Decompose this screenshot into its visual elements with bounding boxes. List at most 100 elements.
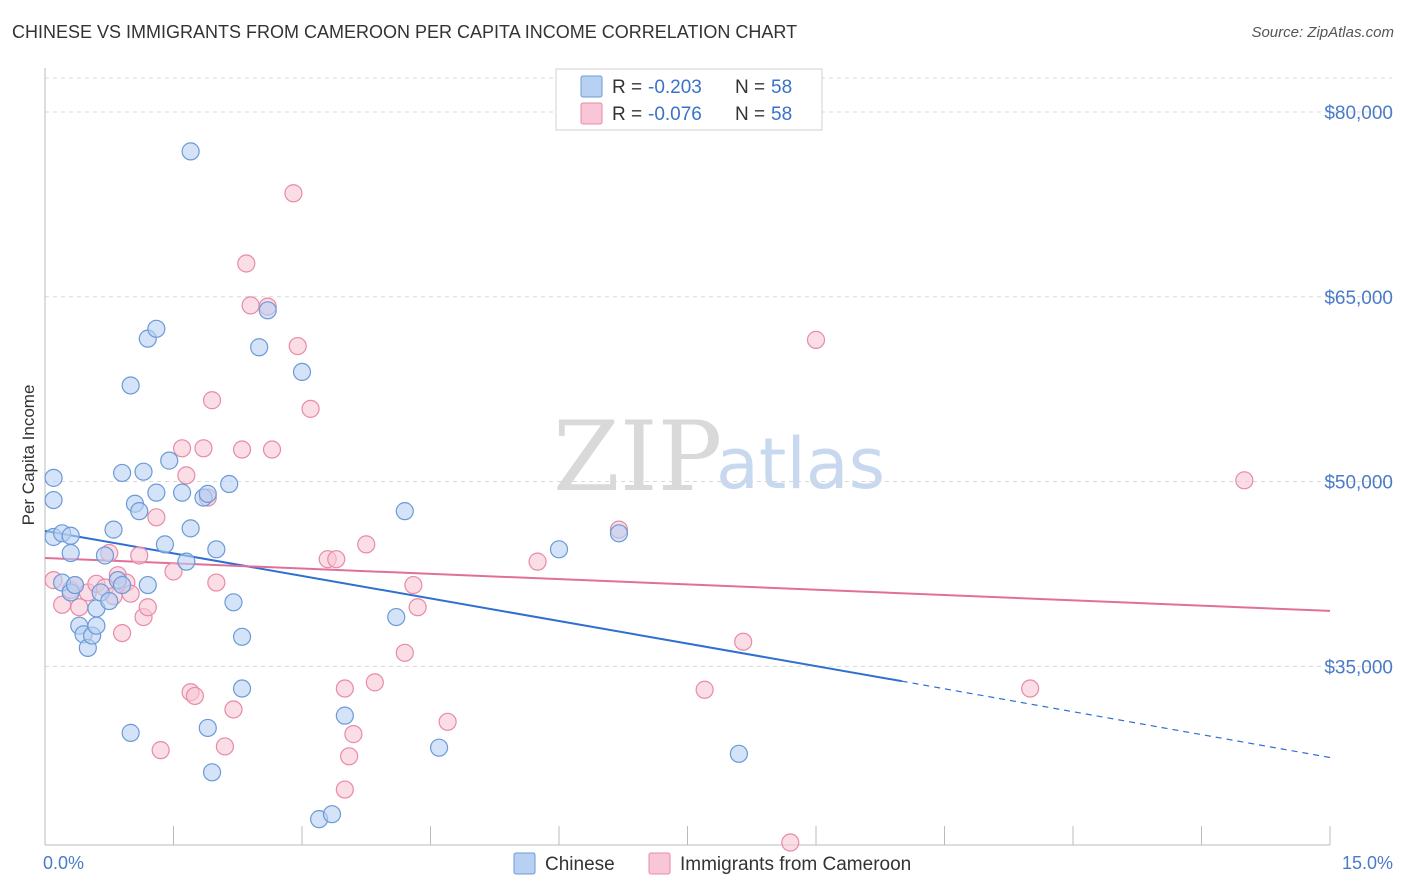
point-cameroon xyxy=(241,296,260,315)
point-chinese xyxy=(220,474,239,494)
point-cameroon xyxy=(438,712,457,731)
y-tick-label: $50,000 xyxy=(1324,473,1393,494)
point-cameroon xyxy=(806,330,826,349)
point-chinese xyxy=(44,490,63,510)
trend-line-chinese-extrapolated xyxy=(901,680,1331,759)
legend-r-label-cameroon: R = xyxy=(612,104,642,125)
point-cameroon xyxy=(207,573,226,592)
point-chinese xyxy=(232,627,252,646)
point-chinese xyxy=(395,502,414,521)
point-chinese xyxy=(198,484,217,503)
axes: $35,000 $50,000 $65,000 $80,000 0.0% 15.0% xyxy=(43,68,1393,873)
grid xyxy=(45,77,1392,667)
bottom-legend-label-cameroon: Immigrants from Cameroon xyxy=(680,854,911,875)
legend-n-label-chinese: N = xyxy=(735,77,765,98)
point-chinese xyxy=(112,463,132,483)
legend-swatch-chinese xyxy=(580,75,603,98)
point-cameroon xyxy=(340,747,359,766)
point-chinese xyxy=(258,301,277,320)
point-chinese xyxy=(44,468,63,487)
point-cameroon xyxy=(284,184,303,203)
point-chinese xyxy=(335,706,354,725)
point-chinese xyxy=(729,744,749,763)
point-cameroon xyxy=(202,391,222,410)
point-chinese xyxy=(160,451,179,470)
legend-n-label-cameroon: N = xyxy=(735,104,765,125)
point-chinese xyxy=(87,616,106,635)
point-chinese xyxy=(104,520,123,539)
point-chinese xyxy=(172,483,192,502)
point-chinese xyxy=(155,535,175,554)
point-chinese xyxy=(202,763,222,782)
point-cameroon xyxy=(335,780,354,799)
watermark-zip: ZIP xyxy=(553,401,722,513)
bottom-legend: Chinese Immigrants from Cameroon xyxy=(513,852,911,875)
bottom-legend-swatch-cameroon xyxy=(648,852,671,875)
point-chinese xyxy=(138,575,157,595)
legend-r-value-cameroon: -0.076 xyxy=(648,104,702,125)
point-chinese xyxy=(61,526,80,545)
legend: R = -0.203 N = 58 R = -0.076 N = 58 xyxy=(555,68,823,131)
point-chinese xyxy=(121,376,140,395)
point-chinese xyxy=(121,723,140,742)
point-chinese xyxy=(134,462,153,481)
point-chinese xyxy=(65,575,85,595)
point-chinese xyxy=(100,591,119,611)
bottom-legend-swatch-chinese xyxy=(513,852,536,875)
point-chinese xyxy=(250,338,269,357)
point-chinese xyxy=(232,679,252,698)
point-chinese xyxy=(198,718,217,738)
point-cameroon xyxy=(224,700,243,719)
point-cameroon xyxy=(147,508,166,527)
point-chinese xyxy=(130,502,149,521)
point-cameroon xyxy=(335,679,354,698)
point-cameroon xyxy=(404,575,423,595)
y-tick-label: $65,000 xyxy=(1324,288,1393,309)
legend-swatch-cameroon xyxy=(580,102,603,125)
point-chinese xyxy=(95,546,115,565)
point-cameroon xyxy=(177,466,196,485)
chart-source: Source: ZipAtlas.com xyxy=(1251,24,1394,41)
point-chinese xyxy=(322,805,342,824)
chart-title: CHINESE VS IMMIGRANTS FROM CAMEROON PER … xyxy=(12,22,798,42)
legend-r-value-chinese: -0.203 xyxy=(648,77,702,98)
watermark-atlas: atlas xyxy=(716,423,885,505)
point-chinese xyxy=(177,552,196,571)
legend-r-label-chinese: R = xyxy=(612,77,642,98)
point-cameroon xyxy=(781,833,800,852)
watermark: ZIP atlas xyxy=(553,401,885,513)
point-chinese xyxy=(181,519,200,538)
point-cameroon xyxy=(185,686,205,706)
point-cameroon xyxy=(194,439,213,458)
y-axis-label: Per Capita Income xyxy=(19,385,38,526)
point-cameroon xyxy=(734,632,753,651)
point-chinese xyxy=(61,543,80,563)
y-tick-label: $35,000 xyxy=(1324,657,1393,678)
point-cameroon xyxy=(112,623,132,643)
point-cameroon xyxy=(395,643,414,662)
point-chinese xyxy=(429,738,449,757)
point-cameroon xyxy=(365,673,384,692)
y-tick-label: $80,000 xyxy=(1324,103,1393,124)
point-cameroon xyxy=(327,550,346,569)
point-chinese xyxy=(292,362,312,382)
trend-line-cameroon xyxy=(44,556,1331,612)
point-cameroon xyxy=(151,741,170,760)
data-points xyxy=(44,142,1254,852)
point-cameroon xyxy=(1235,471,1254,490)
bottom-legend-label-chinese: Chinese xyxy=(545,854,615,875)
point-chinese xyxy=(147,483,166,502)
point-chinese xyxy=(207,540,226,559)
legend-n-value-chinese: 58 xyxy=(771,77,792,98)
point-chinese xyxy=(549,540,569,559)
point-cameroon xyxy=(215,737,234,756)
trend-line-chinese xyxy=(44,529,902,683)
point-chinese xyxy=(387,607,406,627)
point-cameroon xyxy=(138,598,157,617)
point-cameroon xyxy=(164,562,183,581)
point-chinese xyxy=(181,142,200,161)
point-cameroon xyxy=(70,598,89,617)
x-tick-label-min: 0.0% xyxy=(43,853,84,873)
point-cameroon xyxy=(408,598,427,617)
